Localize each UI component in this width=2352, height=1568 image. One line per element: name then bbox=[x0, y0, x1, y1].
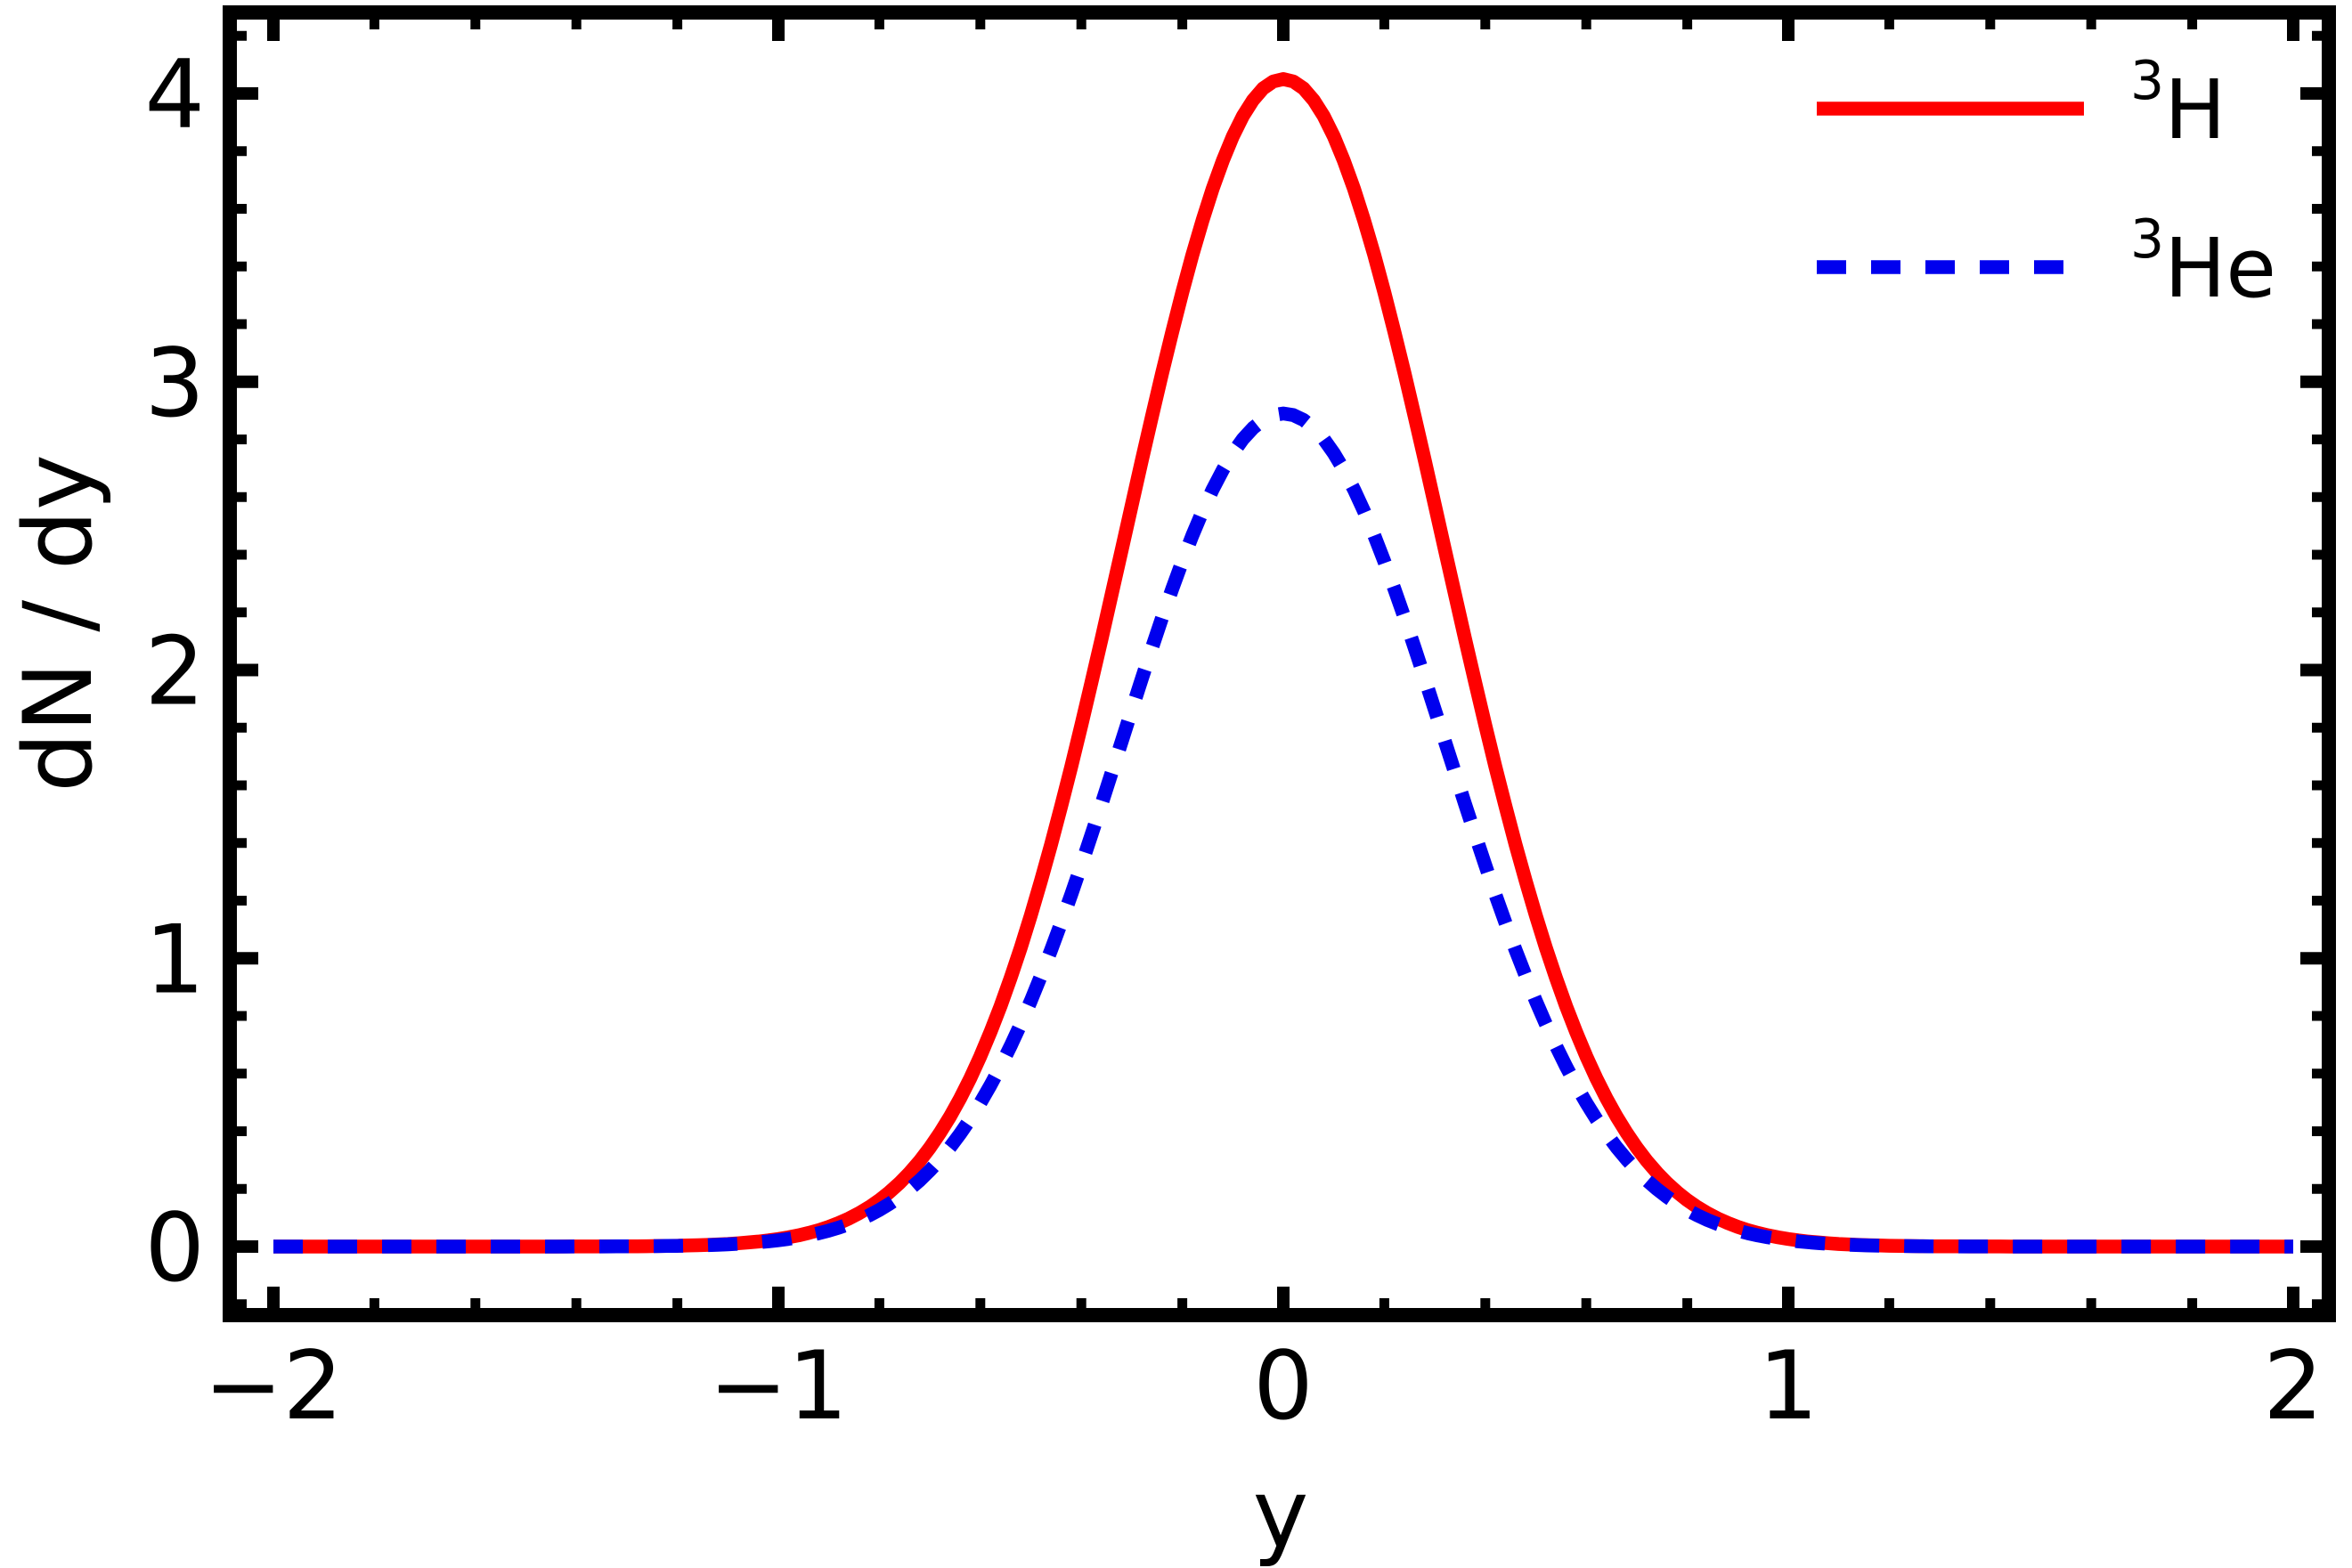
x-tick-label: −1 bbox=[709, 1331, 848, 1441]
y-tick-label: 1 bbox=[145, 905, 205, 1014]
x-tick-label: 1 bbox=[1758, 1331, 1818, 1441]
legend-label-3he: 3He bbox=[2130, 208, 2276, 316]
curves bbox=[273, 72, 2293, 1254]
x-axis-label: y bbox=[1253, 1459, 1309, 1568]
y-tick-label: 0 bbox=[145, 1193, 205, 1303]
y-axis-label: dN / dy bbox=[4, 454, 113, 792]
tick-labels: −2 −1 0 1 2 0 1 2 3 4 bbox=[145, 40, 2324, 1441]
y-tick-label: 2 bbox=[145, 617, 205, 727]
x-tick-label: −2 bbox=[204, 1331, 343, 1441]
y-tick-label: 4 bbox=[145, 40, 205, 150]
x-tick-label: 2 bbox=[2263, 1331, 2323, 1441]
curve-3he bbox=[273, 406, 2293, 1254]
x-tick-label: 0 bbox=[1253, 1331, 1313, 1441]
legend-label-3h: 3H bbox=[2130, 50, 2226, 158]
y-tick-label: 3 bbox=[145, 329, 205, 438]
axis-ticks bbox=[230, 12, 2329, 1315]
